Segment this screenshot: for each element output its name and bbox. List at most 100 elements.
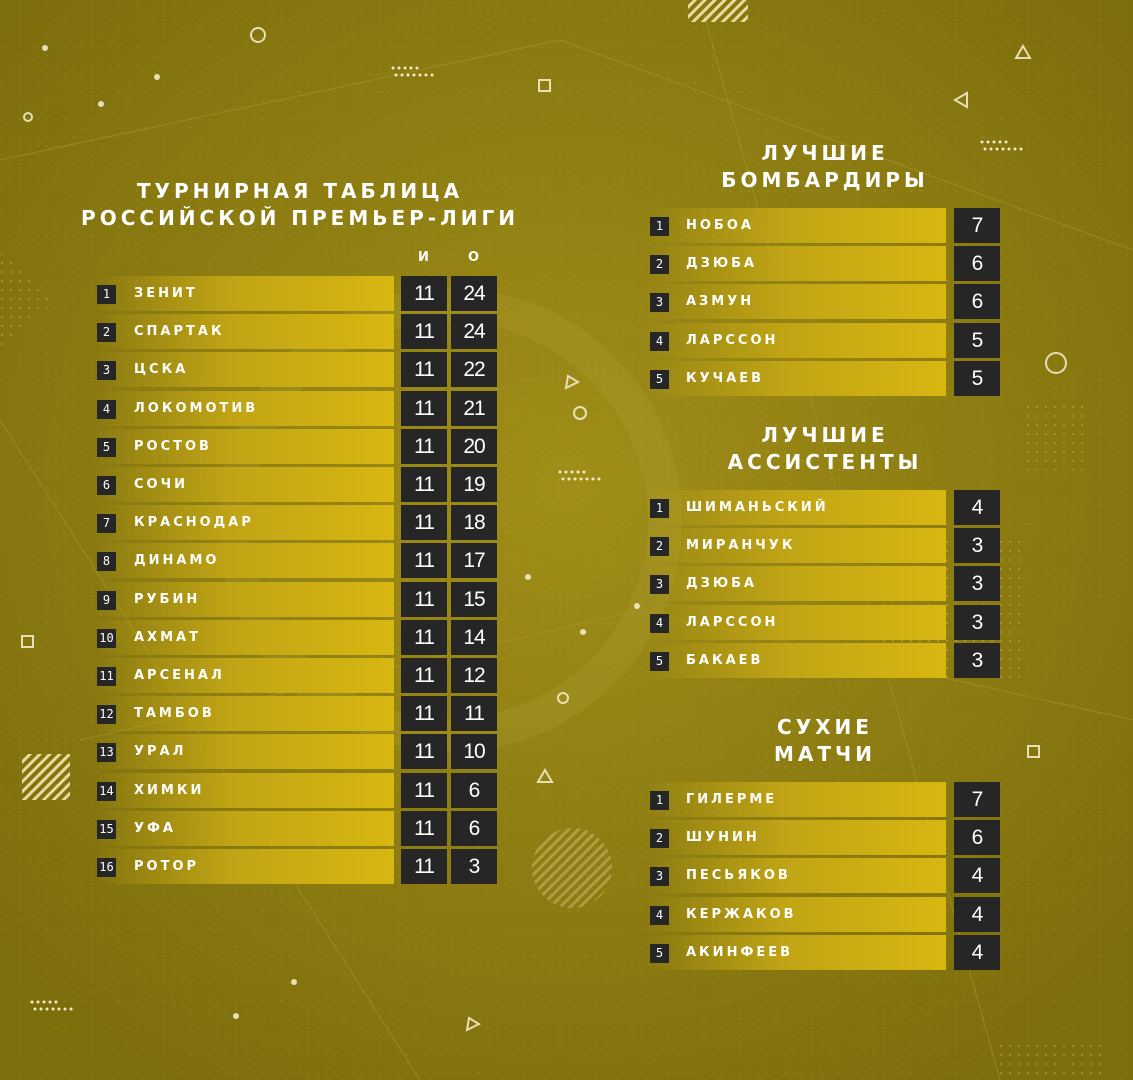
rank-badge: 1 [650,499,669,518]
clean-sheet-value: 4 [954,858,1000,894]
standings-row: 14 ХИМКИ 11 6 [96,772,498,808]
assist-value: 3 [954,566,1000,602]
games-played-value: 11 [401,772,447,808]
games-played-value: 11 [401,352,447,388]
games-played-value: 11 [401,658,447,693]
team-name: ХИМКИ [134,782,205,798]
clean-sheets-title: СУХИЕ МАТЧИ [640,714,1010,768]
player-name: БАКАЕВ [686,652,764,668]
player-name: ЛАРССОН [686,332,779,348]
standings-row: 11 АРСЕНАЛ 11 12 [96,658,498,693]
clean-sheet-value: 6 [954,820,1000,856]
games-played-value: 11 [401,505,447,541]
rank-badge: 10 [97,628,116,648]
team-name: ЗЕНИТ [134,286,198,301]
clean-sheet-row-bar [649,896,946,932]
standings-row: 5 РОСТОВ 11 20 [96,428,498,464]
clean-sheet-row-bar [649,934,946,970]
clean-sheet-row: 1 ГИЛЕРМЕ 7 [649,782,1000,817]
standings-row-bar [96,276,394,311]
games-played-value: 11 [401,619,447,655]
games-played-value: 11 [401,849,447,884]
rank-badge: 3 [650,575,669,595]
standings-row-bar [96,543,394,579]
assist-row-bar [649,566,946,602]
team-name: СПАРТАК [134,324,225,340]
team-name: РУБИН [134,591,201,607]
rank-badge: 9 [97,590,116,610]
standings-row-bar [96,314,394,350]
team-name: ДИНАМО [134,553,220,569]
rank-badge: 7 [97,514,116,534]
assist-value: 4 [954,490,1000,525]
assist-row-bar [649,490,946,525]
standings-row: 8 ДИНАМО 11 17 [96,543,498,579]
standings-row-bar [96,352,394,388]
assist-row: 1 ШИМАНЬСКИЙ 4 [649,490,1000,525]
points-value: 3 [451,849,497,884]
standings-row-bar [96,505,394,541]
standings-row-bar [96,390,394,426]
rank-badge: 3 [650,293,669,313]
standings-title-line1: ТУРНИРНАЯ ТАБЛИЦА [136,179,464,203]
standings-row: 16 РОТОР 11 3 [96,849,498,884]
scorer-row-bar [649,284,946,320]
rank-badge: 4 [650,331,669,351]
scorer-row: 2 ДЗЮБА 6 [649,246,1000,282]
rank-badge: 3 [650,867,669,887]
clean-sheet-row: 4 КЕРЖАКОВ 4 [649,896,1000,932]
team-name: РОСТОВ [134,438,212,454]
team-name: АХМАТ [134,629,201,645]
player-name: ШУНИН [686,830,760,846]
rank-badge: 3 [97,361,116,381]
standings-row-bar [96,734,394,770]
scorer-row: 4 ЛАРССОН 5 [649,322,1000,358]
standings-row: 2 СПАРТАК 11 24 [96,314,498,350]
games-played-value: 11 [401,390,447,426]
player-name: ШИМАНЬСКИЙ [686,500,829,515]
rank-badge: 16 [97,858,116,877]
scorer-row-bar [649,322,946,358]
scorer-value: 6 [954,284,1000,320]
assist-row: 3 ДЗЮБА 3 [649,566,1000,602]
games-column-header: И [418,250,430,265]
rank-badge: 1 [650,217,669,236]
points-value: 6 [451,810,497,846]
scorer-value: 5 [954,322,1000,358]
player-name: ПЕСЬЯКОВ [686,868,791,884]
clean-sheet-row: 5 АКИНФЕЕВ 4 [649,934,1000,970]
standings-row: 3 ЦСКА 11 22 [96,352,498,388]
standings-title-line2: РОССИЙСКОЙ ПРЕМЬЕР-ЛИГИ [81,206,519,230]
assist-value: 3 [954,642,1000,678]
player-name: НОБОА [686,218,754,233]
points-value: 10 [451,734,497,770]
assist-row: 5 БАКАЕВ 3 [649,642,1000,678]
clean-sheet-value: 4 [954,896,1000,932]
standings-row-bar [96,619,394,655]
team-name: УФА [134,820,176,836]
standings-row-bar [96,696,394,732]
points-value: 22 [451,352,497,388]
standings-row: 13 УРАЛ 11 10 [96,734,498,770]
scorers-title-line1: ЛУЧШИЕ [761,141,889,165]
standings-row: 12 ТАМБОВ 11 11 [96,696,498,732]
clean-sheets-title-line1: СУХИЕ [777,715,873,739]
team-name: АРСЕНАЛ [134,668,225,683]
assists-title: ЛУЧШИЕ АССИСТЕНТЫ [640,422,1010,476]
standings-title: ТУРНИРНАЯ ТАБЛИЦА РОССИЙСКОЙ ПРЕМЬЕР-ЛИГ… [40,178,560,232]
clean-sheet-row-bar [649,858,946,894]
scorer-value: 5 [954,360,1000,396]
rank-badge: 2 [97,323,116,343]
scorer-row-bar [649,208,946,243]
points-value: 21 [451,390,497,426]
rank-badge: 2 [650,829,669,849]
rank-badge: 5 [650,369,669,389]
points-value: 14 [451,619,497,655]
games-played-value: 11 [401,581,447,617]
points-value: 19 [451,467,497,502]
player-name: ДЗЮБА [686,256,758,272]
scorers-title: ЛУЧШИЕ БОМБАРДИРЫ [640,140,1010,194]
rank-badge: 11 [97,667,116,686]
rank-badge: 4 [650,905,669,925]
clean-sheet-row: 3 ПЕСЬЯКОВ 4 [649,858,1000,894]
